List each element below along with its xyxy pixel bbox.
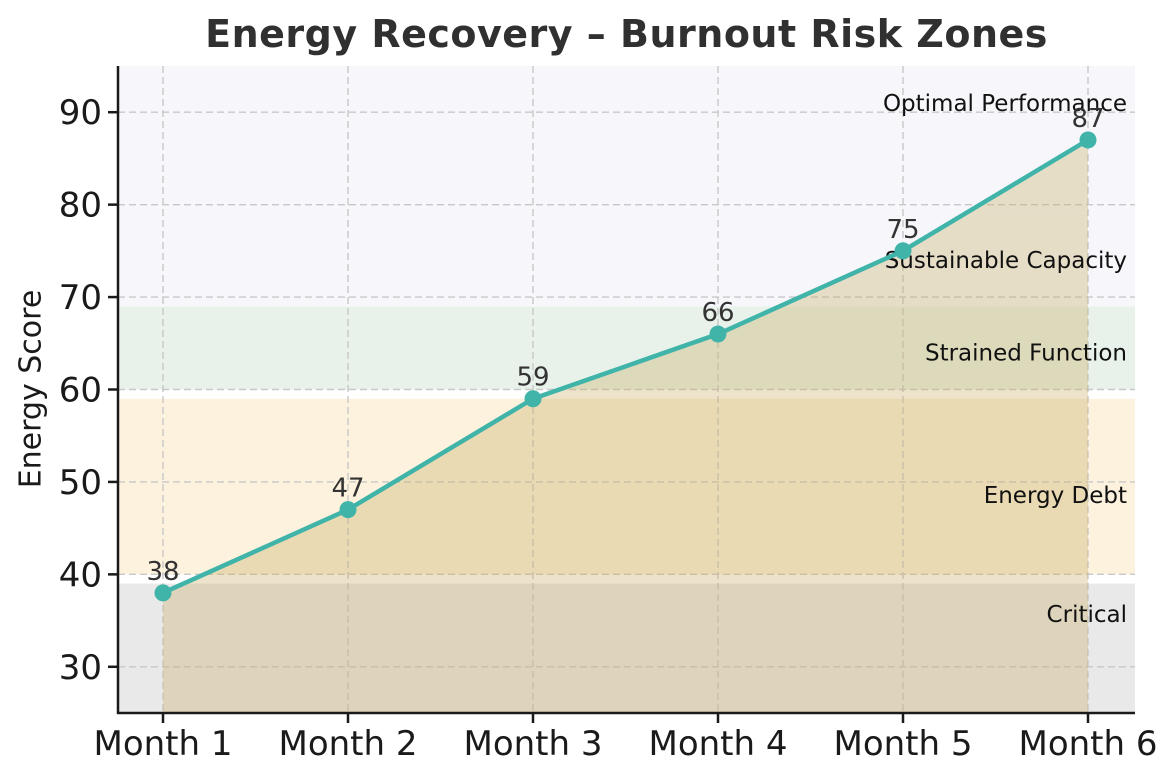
zone-band-energy-debt [118,398,1135,575]
y-tick-label: 50 [59,463,102,503]
data-point-marker [339,501,357,519]
zone-band-strained-function [118,306,1135,390]
data-point-label: 66 [701,298,734,328]
zone-label-energy-debt: Energy Debt [984,483,1127,509]
data-point-marker [709,325,727,343]
zone-band-critical [118,583,1135,713]
data-point-marker [154,584,172,602]
data-point-marker [1079,131,1097,149]
data-point-label: 87 [1071,104,1104,134]
chart-title: Energy Recovery – Burnout Risk Zones [205,12,1048,56]
y-tick-label: 70 [59,278,102,318]
x-tick-label: Month 4 [648,724,787,764]
x-tick-label: Month 2 [278,724,417,764]
data-point-label: 47 [331,474,364,504]
zone-label-critical: Critical [1047,602,1127,628]
zone-band-sustainable-capacity [118,213,1135,307]
zone-band-optimal-performance [118,66,1135,214]
y-tick-label: 90 [59,93,102,133]
series-fill [163,139,1088,713]
zone-label-sustainable-capacity: Sustainable Capacity [885,248,1127,274]
data-point-marker [524,390,542,408]
x-tick-label: Month 5 [833,724,972,764]
zone-label-strained-function: Strained Function [925,341,1127,367]
y-tick-label: 40 [59,555,102,595]
x-tick-label: Month 1 [93,724,232,764]
y-tick-label: 80 [59,186,102,226]
zone-label-optimal-performance: Optimal Performance [883,91,1127,117]
x-tick-label: Month 3 [463,724,602,764]
data-point-label: 38 [146,557,179,587]
x-tick-label: Month 6 [1018,724,1157,764]
data-point-marker [894,242,912,260]
y-tick-label: 60 [59,371,102,411]
y-tick-label: 30 [59,648,102,688]
data-point-label: 75 [886,215,919,245]
series-line [160,137,1091,596]
data-point-label: 59 [516,363,549,393]
